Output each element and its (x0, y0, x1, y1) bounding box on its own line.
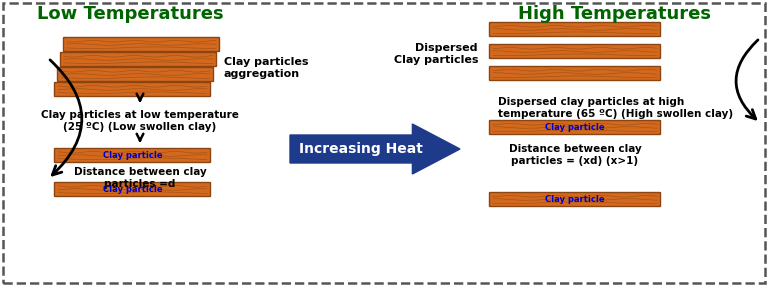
Text: High Temperatures: High Temperatures (518, 5, 711, 23)
FancyBboxPatch shape (58, 67, 214, 82)
FancyBboxPatch shape (489, 120, 660, 134)
Text: Dispersed
Clay particles: Dispersed Clay particles (393, 43, 478, 65)
Text: Clay particles
aggregation: Clay particles aggregation (224, 57, 309, 79)
FancyBboxPatch shape (61, 53, 217, 67)
FancyArrowPatch shape (736, 40, 758, 119)
Text: Clay particle: Clay particle (545, 123, 605, 132)
FancyBboxPatch shape (489, 67, 660, 80)
Text: Clay particles at low temperature
(25 ºC) (Low swollen clay): Clay particles at low temperature (25 ºC… (41, 110, 239, 132)
Text: Distance between clay
particles =d: Distance between clay particles =d (74, 167, 207, 188)
FancyBboxPatch shape (55, 82, 210, 96)
Text: Clay particle: Clay particle (103, 151, 162, 160)
Text: Distance between clay
particles = (xd) (x>1): Distance between clay particles = (xd) (… (508, 144, 641, 166)
Text: Clay particle: Clay particle (545, 195, 605, 204)
FancyBboxPatch shape (64, 37, 220, 51)
Text: Dispersed clay particles at high
temperature (65 ºC) (High swollen clay): Dispersed clay particles at high tempera… (498, 97, 733, 119)
Text: Clay particle: Clay particle (103, 185, 162, 194)
FancyBboxPatch shape (55, 182, 210, 196)
Text: Increasing Heat: Increasing Heat (300, 142, 423, 156)
FancyBboxPatch shape (489, 45, 660, 59)
FancyBboxPatch shape (489, 192, 660, 206)
FancyBboxPatch shape (55, 148, 210, 162)
FancyArrowPatch shape (50, 60, 82, 175)
Polygon shape (290, 124, 460, 174)
Text: Low Temperatures: Low Temperatures (37, 5, 223, 23)
FancyBboxPatch shape (489, 23, 660, 37)
